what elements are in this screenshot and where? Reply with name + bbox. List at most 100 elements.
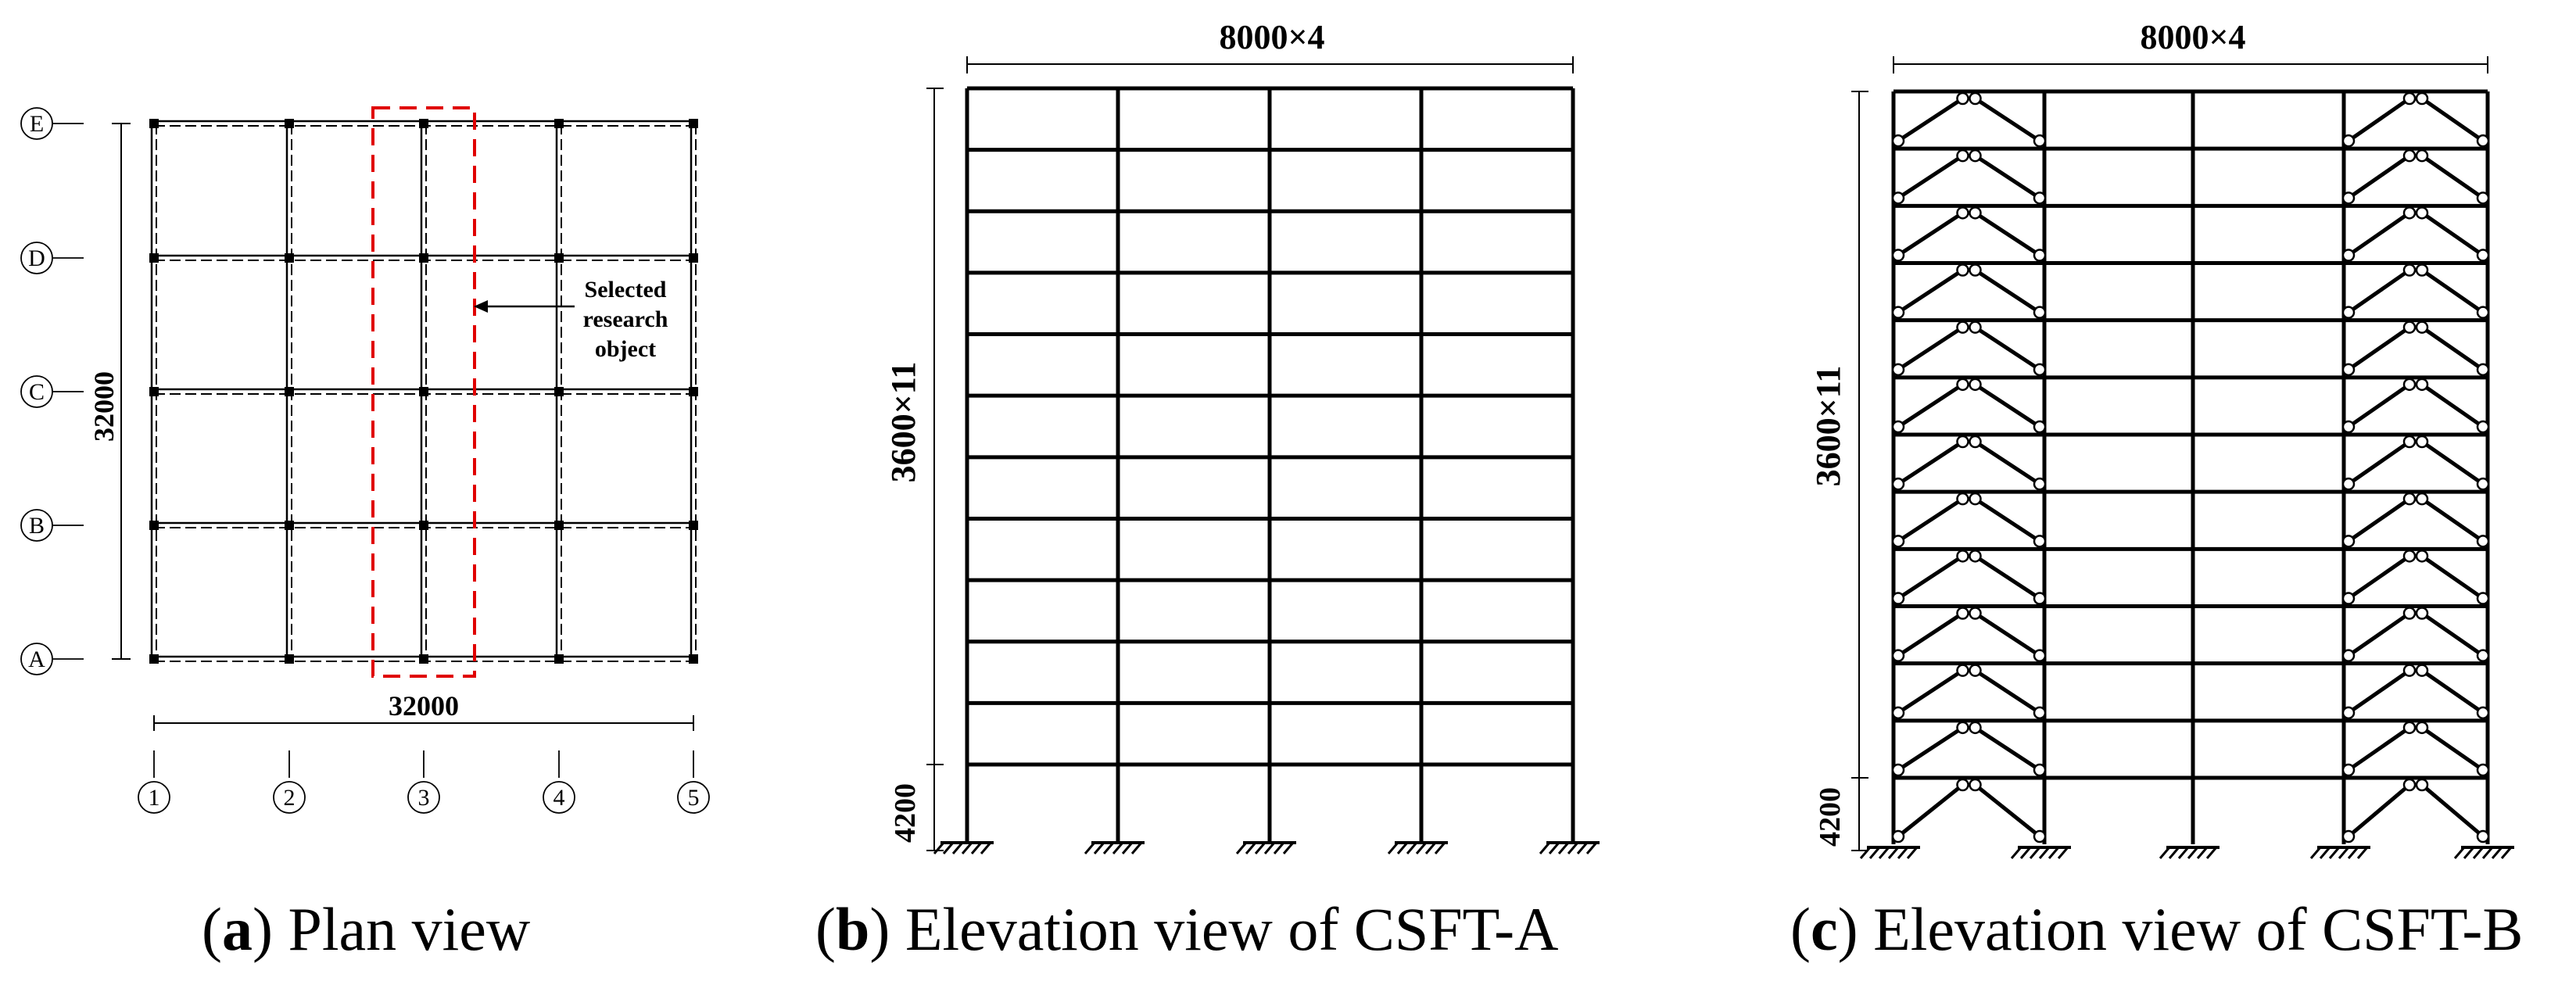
support-hatch xyxy=(1121,842,1134,854)
hinge-joint xyxy=(1956,607,1969,620)
chevron-brace xyxy=(2347,154,2411,200)
axis-label-column: 5 xyxy=(688,785,700,811)
chevron-brace xyxy=(2420,725,2485,772)
caption-text: Plan view xyxy=(288,895,531,963)
support-hatch xyxy=(2472,847,2485,859)
hinge-joint xyxy=(2341,763,2356,777)
fixed-support xyxy=(933,841,994,854)
elevation-b-ground-dimension-label: 4200 xyxy=(1814,787,1847,847)
hinge-joint xyxy=(2402,321,2417,334)
chevron-brace xyxy=(1897,268,1964,314)
hinge-joint xyxy=(1956,263,1969,277)
support-hatch xyxy=(2500,847,2513,859)
hinge-joint xyxy=(2402,607,2417,620)
hinge-joint xyxy=(2033,763,2047,777)
hinge-joint xyxy=(2415,664,2429,677)
support-hatch xyxy=(1112,842,1124,854)
hinge-joint xyxy=(2415,149,2429,163)
support-hatch xyxy=(1387,842,1399,854)
hinge-joint xyxy=(1969,492,1982,506)
hinge-joint xyxy=(1969,435,1982,449)
support-hatch xyxy=(1406,842,1418,854)
support-hatch xyxy=(2356,847,2369,859)
hinge-joint xyxy=(2341,706,2356,720)
chevron-brace xyxy=(2347,611,2411,657)
hinge-joint xyxy=(2476,249,2490,262)
plan-column-node xyxy=(689,387,698,396)
support-hatch xyxy=(933,842,945,854)
caption-paren-close: ) xyxy=(869,895,890,963)
chevron-brace xyxy=(2420,96,2485,143)
fixed-support xyxy=(1235,841,1296,854)
axis-label-column: 1 xyxy=(149,785,160,811)
chevron-brace xyxy=(1974,611,2041,657)
chevron-brace xyxy=(1973,783,2041,838)
support-hatch xyxy=(1897,847,1909,859)
hinge-joint xyxy=(1969,721,1982,735)
hinge-joint xyxy=(2476,306,2490,319)
axis-label-row: E xyxy=(30,111,44,137)
plan-column-node xyxy=(419,654,428,664)
hinge-joint xyxy=(1891,763,1905,777)
hinge-joint xyxy=(2033,592,2047,605)
caption-paren-close: ) xyxy=(1837,895,1858,963)
callout-line-2: research xyxy=(583,306,668,332)
hinge-joint xyxy=(1956,91,1969,106)
plan-column-node xyxy=(149,119,159,128)
plan-column-node xyxy=(554,119,564,128)
elevation-a-supports xyxy=(933,841,1600,854)
hinge-joint xyxy=(1891,706,1905,720)
fixed-support xyxy=(1084,841,1145,854)
callout-arrowhead xyxy=(474,300,488,313)
support-hatch xyxy=(2338,847,2350,859)
chevron-brace xyxy=(2420,211,2485,257)
support-hatch xyxy=(1396,842,1409,854)
hinge-joint xyxy=(2476,363,2490,377)
hinge-joint xyxy=(2476,649,2490,662)
caption-paren-open: ( xyxy=(202,895,222,963)
chevron-brace xyxy=(1974,96,2041,143)
elevation-b-width-dimension-label: 8000×4 xyxy=(2140,18,2245,56)
selected-frame-highlight xyxy=(371,106,476,678)
chevron-brace xyxy=(2420,382,2485,429)
support-hatch xyxy=(1887,847,1900,859)
hinge-joint xyxy=(2033,420,2047,434)
support-hatch xyxy=(980,842,992,854)
plan-column-node xyxy=(689,119,698,128)
caption-letter: c xyxy=(1810,895,1838,963)
callout-line-1: Selected xyxy=(585,277,667,303)
hinge-joint xyxy=(1891,649,1905,662)
support-hatch xyxy=(1245,842,1257,854)
hinge-joint xyxy=(2033,306,2047,319)
chevron-brace xyxy=(1897,497,1964,543)
hinge-joint xyxy=(1956,378,1969,392)
axis-bubble-column xyxy=(138,781,170,814)
hinge-joint xyxy=(1891,249,1905,262)
hinge-joint xyxy=(1891,192,1905,205)
hinge-joint xyxy=(2476,706,2490,720)
plan-column-node xyxy=(285,521,294,530)
caption-plan-view: (a) Plan view xyxy=(202,899,530,960)
chevron-brace xyxy=(2347,554,2411,600)
chevron-brace xyxy=(1897,439,1964,486)
chevron-brace xyxy=(1974,725,2041,772)
chevron-brace xyxy=(1974,154,2041,200)
hinge-joint xyxy=(2402,435,2417,449)
hinge-joint xyxy=(2341,829,2356,843)
chevron-brace xyxy=(2420,497,2485,543)
support-hatch xyxy=(1102,842,1115,854)
hinge-joint xyxy=(2033,649,2047,662)
plan-column-node xyxy=(419,119,428,128)
support-hatch xyxy=(2159,847,2171,859)
elevation-b-panel: 8000×4 3600×11 4200 xyxy=(1809,18,2514,859)
chevron-brace xyxy=(2420,554,2485,600)
support-hatch xyxy=(1539,842,1551,854)
support-hatch xyxy=(1254,842,1267,854)
plan-column-node xyxy=(419,521,428,530)
chevron-brace xyxy=(1897,96,1964,143)
support-hatch xyxy=(2196,847,2209,859)
hinge-joint xyxy=(2415,378,2429,392)
hinge-joint xyxy=(1956,321,1969,334)
plan-column-node xyxy=(419,387,428,396)
support-hatch xyxy=(970,842,983,854)
